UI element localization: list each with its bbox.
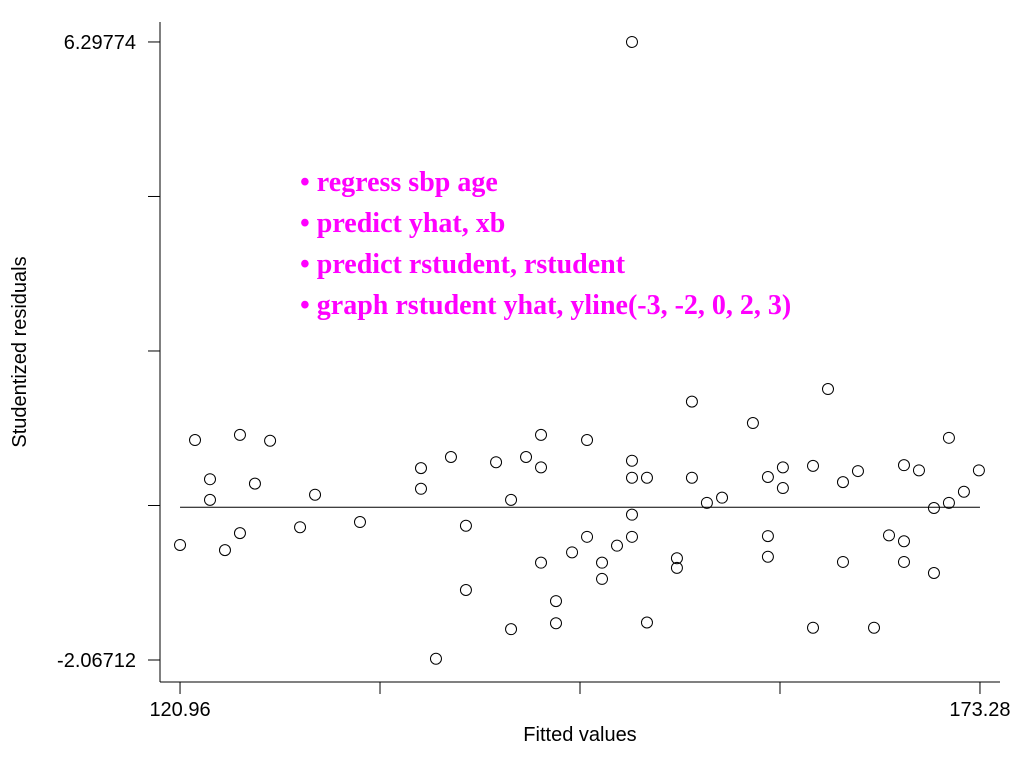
point [746, 417, 759, 430]
point [957, 485, 970, 498]
point [912, 464, 925, 477]
y-axis-title: Studentized residuals [9, 256, 31, 447]
point [807, 621, 820, 634]
point [520, 451, 533, 464]
point [549, 617, 562, 630]
point [761, 550, 774, 563]
point [670, 561, 683, 574]
point [203, 493, 216, 506]
point [459, 519, 472, 532]
point [429, 652, 442, 665]
point [174, 538, 187, 551]
point [716, 491, 729, 504]
point [490, 456, 503, 469]
point [942, 431, 955, 444]
point [625, 530, 638, 543]
point [294, 521, 307, 534]
point [761, 530, 774, 543]
point [203, 473, 216, 486]
point [535, 556, 548, 569]
point [640, 471, 653, 484]
point [459, 584, 472, 597]
point [596, 572, 609, 585]
point [776, 482, 789, 495]
point [640, 616, 653, 629]
point [851, 465, 864, 478]
point [566, 546, 579, 559]
point [414, 462, 427, 475]
point [596, 556, 609, 569]
point [549, 595, 562, 608]
point [776, 461, 789, 474]
point [868, 621, 881, 634]
point [505, 623, 518, 636]
point [414, 482, 427, 495]
point [685, 471, 698, 484]
point [264, 434, 277, 447]
point [761, 470, 774, 483]
point [625, 471, 638, 484]
point [700, 496, 713, 509]
point [248, 477, 261, 490]
point [897, 555, 910, 568]
point [836, 555, 849, 568]
annotation: • graph rstudent yhat, yline(-3, -2, 0, … [300, 290, 791, 321]
point [611, 539, 624, 552]
point [535, 428, 548, 441]
point [807, 459, 820, 472]
point [233, 428, 246, 441]
point [535, 461, 548, 474]
point [233, 527, 246, 540]
point [218, 544, 231, 557]
y-tick-label: 6.29774 [64, 32, 136, 54]
point [581, 530, 594, 543]
x-tick-label: 173.28 [949, 699, 1010, 721]
point [942, 496, 955, 509]
point [625, 454, 638, 467]
x-axis-title: Fitted values [523, 724, 636, 746]
annotation: • predict yhat, xb [300, 208, 505, 239]
point [897, 535, 910, 548]
point [353, 516, 366, 529]
point [897, 459, 910, 472]
point [972, 464, 985, 477]
point [821, 383, 834, 396]
annotation: • regress sbp age [300, 167, 498, 198]
point [189, 434, 202, 447]
y-tick-label: -2.06712 [57, 650, 136, 672]
point [625, 35, 638, 48]
x-tick-label: 120.96 [149, 699, 210, 721]
point [505, 493, 518, 506]
point [625, 508, 638, 521]
point [309, 488, 322, 501]
point [882, 529, 895, 542]
point [581, 434, 594, 447]
annotation: • predict rstudent, rstudent [300, 249, 626, 280]
point [444, 451, 457, 464]
point [927, 502, 940, 515]
point [927, 567, 940, 580]
point [836, 476, 849, 489]
point [685, 395, 698, 408]
point [670, 552, 683, 565]
